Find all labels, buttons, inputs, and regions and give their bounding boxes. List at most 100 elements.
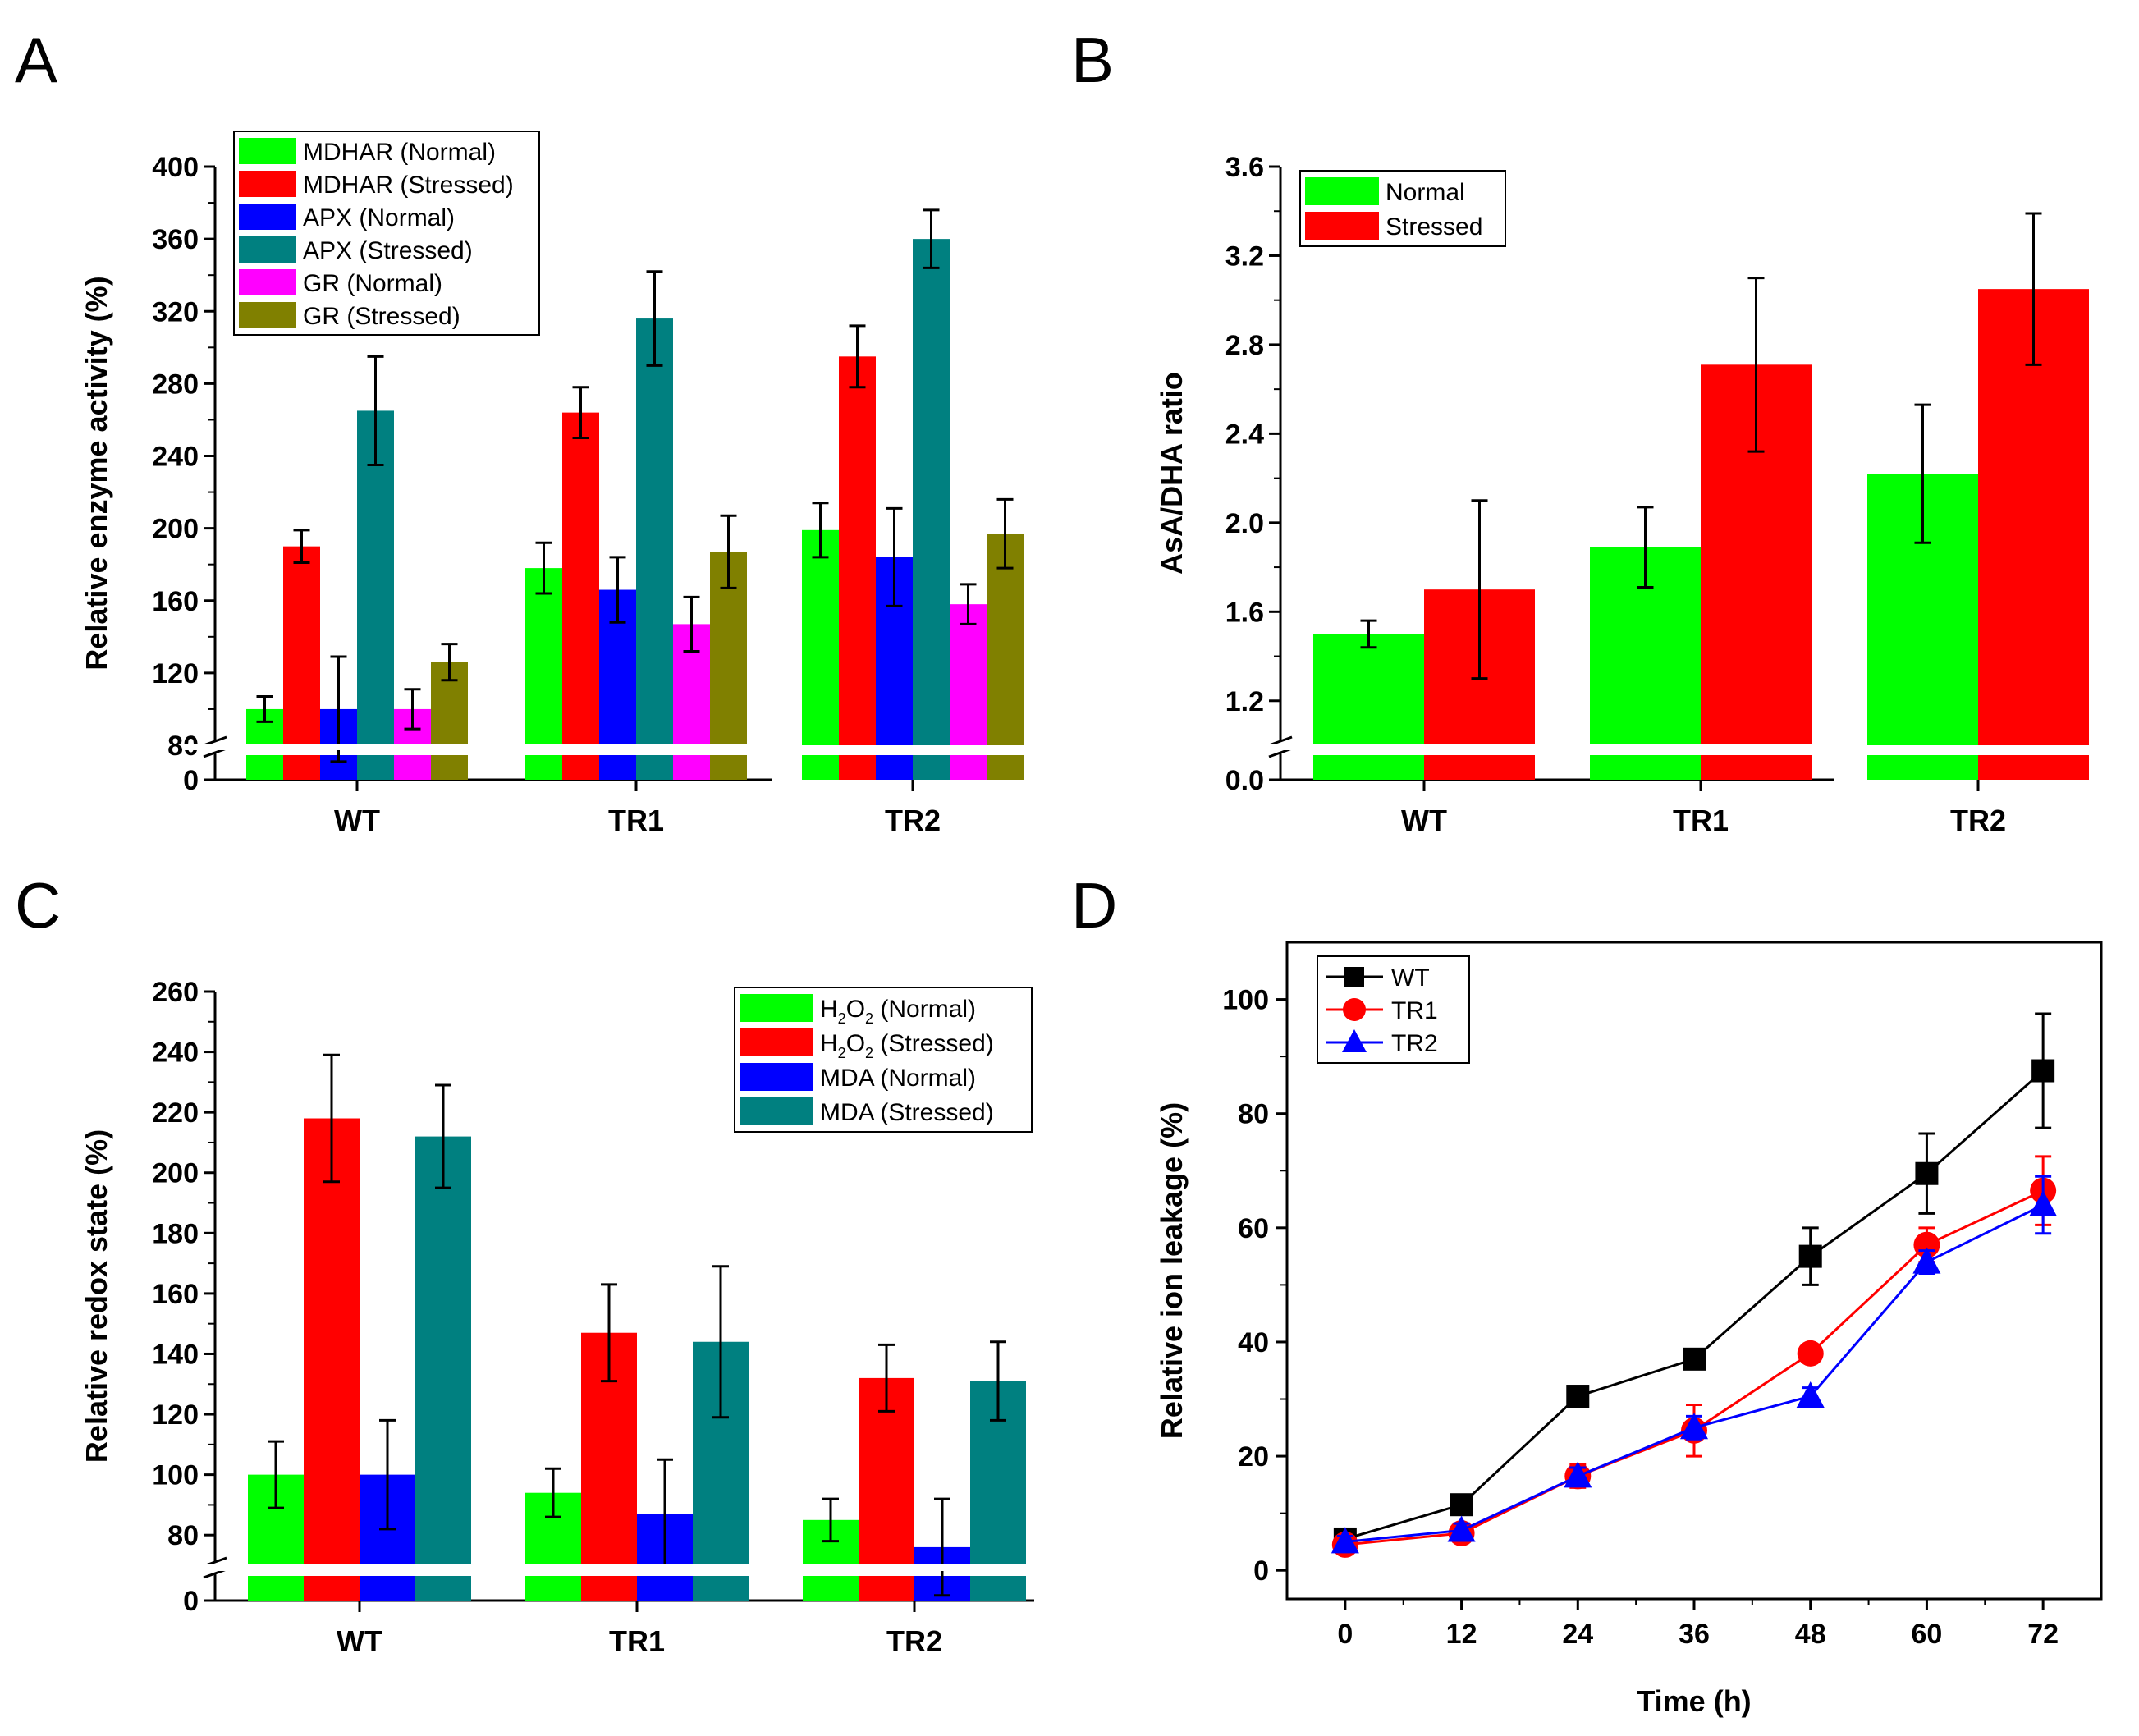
marker-triangle <box>2029 1190 2058 1216</box>
bar-stub <box>1590 755 1701 780</box>
y-tick-label: 280 <box>152 369 199 400</box>
bar-stub <box>525 755 562 780</box>
x-tick-label: 12 <box>1446 1619 1477 1650</box>
legend-swatch <box>740 1097 813 1125</box>
legend-label: MDHAR (Normal) <box>303 139 496 166</box>
category-label-tr1: TR1 <box>608 804 664 837</box>
bar-tr1-0 <box>525 568 562 745</box>
panel-letter-c: C <box>15 869 61 941</box>
bar-stub <box>1313 755 1424 780</box>
category-label-tr1: TR1 <box>1673 804 1729 837</box>
legend-swatch <box>1305 177 1379 205</box>
bar-stub <box>839 755 876 780</box>
panel-letter-d: D <box>1071 869 1117 941</box>
legend-label: GR (Stressed) <box>303 303 460 330</box>
marker-square <box>1450 1493 1473 1517</box>
category-label-tr1: TR1 <box>609 1624 665 1658</box>
y-tick-label: 260 <box>152 977 199 1008</box>
legend-label: TR1 <box>1391 997 1438 1024</box>
legend-label-part: H <box>820 1030 838 1057</box>
bar-stub <box>950 755 987 780</box>
x-tick-label: 0 <box>1337 1619 1353 1650</box>
legend-label: Stressed <box>1386 213 1482 240</box>
legend-swatch <box>239 236 296 263</box>
bar-stub <box>876 755 913 780</box>
marker-circle <box>1343 998 1366 1021</box>
marker-square <box>1344 967 1364 987</box>
y-tick-label: 160 <box>152 1279 199 1310</box>
bar-stub <box>987 755 1024 780</box>
y-tick-label: 320 <box>152 296 199 328</box>
legend-label: MDA (Normal) <box>820 1065 976 1092</box>
bar-tr2-1 <box>839 356 876 745</box>
marker-triangle <box>1680 1413 1708 1440</box>
legend-swatch <box>1305 212 1379 240</box>
bar-wt-1 <box>283 546 320 745</box>
bar-tr2-4 <box>950 604 987 745</box>
marker-triangle <box>1342 1029 1367 1052</box>
y-tick-label: 3.6 <box>1225 152 1264 183</box>
bar-wt-0 <box>1313 634 1424 745</box>
y-tick-label: 60 <box>1238 1213 1269 1244</box>
bar-stub <box>1424 755 1535 780</box>
axis-break-band <box>1248 744 1843 750</box>
y-tick-label: 120 <box>152 1399 199 1431</box>
series-line-tr2 <box>1344 1203 2044 1543</box>
legend-label-part: (Stressed) <box>873 1030 994 1057</box>
legend-label: WT <box>1391 964 1430 992</box>
y-tick-label: 1.2 <box>1225 686 1264 717</box>
legend-label-part: 2 <box>838 1045 846 1061</box>
legend-label-part: H <box>820 996 838 1023</box>
y-tick-label: 2.8 <box>1225 330 1264 361</box>
legend-label-part: O <box>846 1030 865 1057</box>
y-tick-label: 400 <box>152 152 199 183</box>
bar-stub <box>283 755 320 780</box>
marker-circle <box>1797 1340 1824 1367</box>
bar-wt-1 <box>304 1118 360 1565</box>
category-label-wt: WT <box>1401 804 1447 837</box>
bar-tr2-3 <box>913 239 950 745</box>
bar-stub <box>248 1576 304 1601</box>
marker-triangle <box>1912 1247 1941 1274</box>
marker-square <box>1566 1385 1590 1408</box>
category-label-tr2: TR2 <box>886 1624 942 1658</box>
bar-stub <box>970 1576 1026 1601</box>
y-tick-label: 360 <box>152 224 199 255</box>
x-tick-label: 60 <box>1912 1619 1943 1650</box>
bar-stub <box>599 755 636 780</box>
marker-square <box>1683 1347 1706 1371</box>
bar-stub <box>802 755 839 780</box>
y-tick-label: 3.2 <box>1225 240 1264 272</box>
y-tick-label: 2.4 <box>1225 419 1264 450</box>
legend-swatch <box>740 1063 813 1091</box>
marker-square <box>1798 1244 1822 1268</box>
bar-stub <box>415 1576 471 1601</box>
bar-stub <box>431 755 468 780</box>
bar-stub <box>803 1576 859 1601</box>
y-tick-label: 180 <box>152 1218 199 1249</box>
bar-stub <box>693 1576 749 1601</box>
marker-triangle <box>1331 1527 1359 1554</box>
legend-label: H2O2 (Normal) <box>820 996 976 1027</box>
bar-stub <box>637 1576 693 1601</box>
legend-label-part: 2 <box>865 1045 873 1061</box>
y-tick-label: 0 <box>1253 1555 1269 1587</box>
legend-label: GR (Normal) <box>303 270 442 297</box>
y-axis-title: Relative ion leakage (%) <box>1155 1102 1189 1439</box>
y-axis-title: Relative enzyme activity (%) <box>80 276 113 670</box>
x-tick-label: 36 <box>1679 1619 1710 1650</box>
axis-break-band <box>182 744 780 750</box>
bar-stub <box>394 755 431 780</box>
marker-triangle <box>1564 1461 1592 1488</box>
x-tick-label: 24 <box>1562 1619 1593 1650</box>
legend-label: TR2 <box>1391 1030 1438 1057</box>
bar-stub <box>525 1576 581 1601</box>
y-tick-label: 100 <box>1222 985 1269 1016</box>
bar-stub <box>913 755 950 780</box>
bar-stub <box>581 1576 637 1601</box>
panel-c: 80 100 120 140 160 180 200 220 240 260 0 Relative r… <box>80 977 1042 1658</box>
legend-swatch <box>740 1028 813 1056</box>
axis-break-band <box>182 1564 1042 1571</box>
legend-label: MDHAR (Stressed) <box>303 172 514 199</box>
y-tick-label: 220 <box>152 1097 199 1129</box>
